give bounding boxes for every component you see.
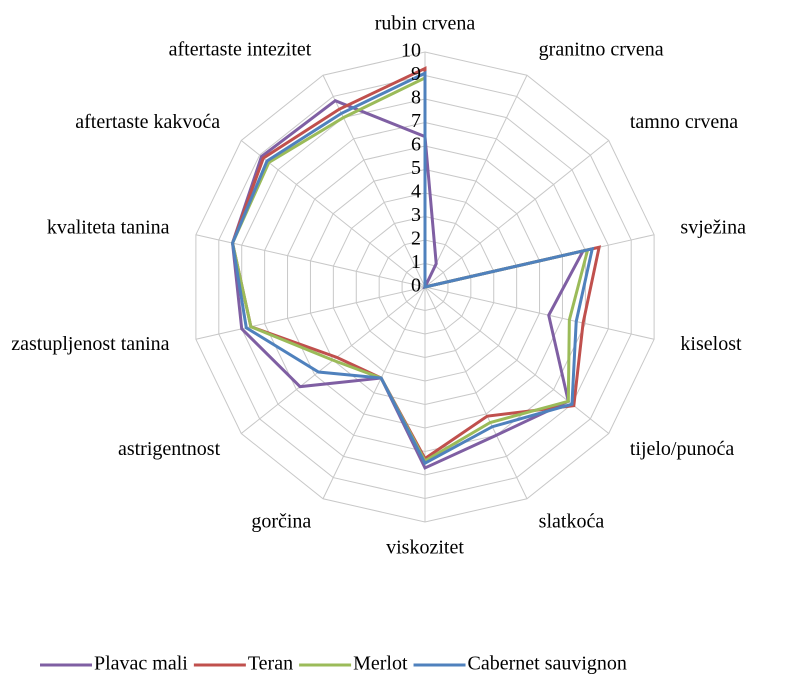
category-label: aftertaste kakvoća (75, 111, 220, 133)
r-tick-label: 4 (411, 181, 421, 203)
spoke (240, 140, 426, 288)
r-tick-label: 1 (411, 251, 421, 273)
r-tick-label: 5 (411, 157, 421, 179)
series-line (230, 70, 595, 466)
category-label: tijelo/punoća (630, 438, 735, 460)
category-label: astrigentnost (118, 438, 221, 460)
r-tick-label: 9 (411, 63, 421, 85)
spoke (424, 286, 655, 340)
category-label: granitno crvena (539, 39, 664, 61)
r-tick-label: 8 (411, 87, 421, 109)
r-tick-label: 2 (411, 228, 421, 250)
r-tick-label: 7 (411, 110, 421, 132)
spoke (424, 140, 610, 288)
spoke (322, 286, 426, 499)
spoke (195, 286, 426, 340)
category-label: gorčina (251, 511, 311, 533)
legend-label: Cabernet sauvignon (468, 653, 627, 675)
r-tick-label: 0 (411, 275, 421, 297)
category-label: tamno crvena (630, 111, 738, 133)
category-label: viskozitet (386, 537, 464, 559)
r-tick-label: 6 (411, 134, 421, 156)
category-label: kvaliteta tanina (47, 216, 170, 238)
legend-label: Plavac mali (94, 653, 188, 675)
category-label: svježina (680, 216, 746, 238)
spoke (424, 75, 528, 288)
spoke (424, 286, 528, 499)
legend-label: Merlot (353, 653, 408, 675)
spoke (322, 75, 426, 288)
category-label: slatkoća (539, 511, 605, 533)
spoke (424, 286, 610, 434)
legend-label: Teran (248, 653, 293, 675)
r-tick-label: 3 (411, 204, 421, 226)
category-label: zastupljenost tanina (11, 333, 169, 355)
r-tick-label: 10 (401, 40, 421, 62)
category-label: aftertaste intezitet (169, 39, 312, 61)
category-label: kiselost (680, 333, 742, 355)
category-label: rubin crvena (375, 13, 476, 35)
